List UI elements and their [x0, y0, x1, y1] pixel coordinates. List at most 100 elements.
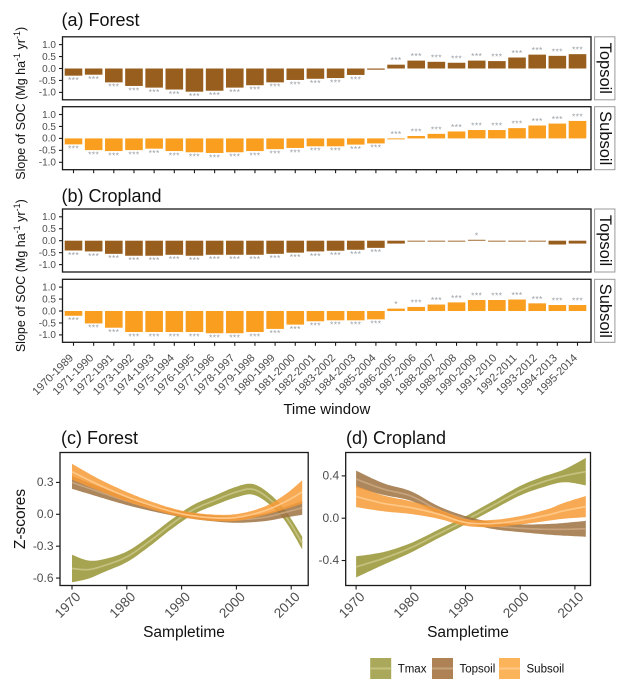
- svg-text:Topsoil: Topsoil: [460, 664, 496, 676]
- svg-text:***: ***: [552, 296, 563, 306]
- svg-text:***: ***: [532, 294, 543, 304]
- svg-text:-0.5: -0.5: [39, 318, 57, 329]
- svg-text:0.0: 0.0: [42, 306, 56, 317]
- svg-text:1.0: 1.0: [42, 40, 56, 51]
- svg-text:***: ***: [209, 333, 220, 343]
- svg-text:***: ***: [169, 331, 180, 341]
- svg-text:***: ***: [128, 149, 139, 159]
- svg-text:***: ***: [370, 319, 381, 329]
- svg-text:***: ***: [411, 297, 422, 307]
- svg-text:***: ***: [169, 254, 180, 264]
- svg-text:***: ***: [189, 152, 200, 162]
- svg-text:-0.4: -0.4: [319, 553, 340, 567]
- svg-text:Z-scores: Z-scores: [12, 489, 29, 550]
- svg-text:***: ***: [411, 127, 422, 137]
- svg-text:***: ***: [108, 82, 119, 92]
- svg-text:***: ***: [572, 111, 583, 121]
- svg-text:***: ***: [511, 48, 522, 58]
- svg-text:0.5: 0.5: [42, 294, 56, 305]
- svg-text:***: ***: [390, 129, 401, 139]
- svg-text:***: ***: [68, 250, 79, 260]
- svg-text:***: ***: [330, 320, 341, 330]
- svg-text:-1.0: -1.0: [39, 158, 57, 169]
- svg-text:*: *: [394, 299, 398, 309]
- svg-text:***: ***: [249, 331, 260, 341]
- svg-text:-0.3: -0.3: [33, 539, 54, 553]
- svg-text:0.0: 0.0: [42, 236, 56, 247]
- svg-text:***: ***: [189, 91, 200, 101]
- svg-text:***: ***: [88, 149, 99, 159]
- svg-text:Tmax: Tmax: [398, 664, 427, 676]
- svg-text:***: ***: [532, 116, 543, 126]
- svg-text:***: ***: [511, 290, 522, 300]
- svg-text:***: ***: [149, 255, 160, 265]
- svg-text:***: ***: [511, 119, 522, 129]
- svg-text:***: ***: [290, 324, 301, 334]
- svg-text:***: ***: [451, 293, 462, 303]
- svg-text:(d) Cropland: (d) Cropland: [346, 428, 446, 448]
- svg-text:Topsoil: Topsoil: [596, 215, 614, 266]
- svg-text:0.4: 0.4: [323, 469, 340, 483]
- svg-text:***: ***: [88, 251, 99, 261]
- svg-text:***: ***: [229, 254, 240, 264]
- svg-text:-0.6: -0.6: [33, 571, 54, 585]
- svg-text:Topsoil: Topsoil: [596, 43, 614, 94]
- svg-text:***: ***: [451, 122, 462, 132]
- svg-text:0.0: 0.0: [37, 507, 54, 521]
- svg-text:***: ***: [249, 150, 260, 160]
- svg-text:***: ***: [350, 249, 361, 259]
- svg-text:***: ***: [108, 150, 119, 160]
- svg-text:***: ***: [108, 253, 119, 263]
- svg-text:Slope of SOC (Mg ha-1 yr-1): Slope of SOC (Mg ha-1 yr-1): [12, 199, 28, 352]
- svg-text:Subsoil: Subsoil: [596, 111, 614, 165]
- svg-text:***: ***: [330, 77, 341, 87]
- svg-text:0.0: 0.0: [42, 134, 56, 145]
- svg-text:-0.5: -0.5: [39, 76, 57, 87]
- svg-text:***: ***: [209, 254, 220, 264]
- svg-text:***: ***: [149, 331, 160, 341]
- svg-text:***: ***: [149, 148, 160, 158]
- svg-text:***: ***: [431, 295, 442, 305]
- svg-text:***: ***: [552, 114, 563, 124]
- svg-text:***: ***: [471, 51, 482, 61]
- svg-text:***: ***: [350, 74, 361, 84]
- svg-text:*: *: [475, 230, 479, 240]
- svg-text:***: ***: [431, 124, 442, 134]
- svg-text:***: ***: [128, 255, 139, 265]
- svg-text:***: ***: [270, 328, 281, 338]
- svg-text:***: ***: [491, 291, 502, 301]
- svg-text:(b) Cropland: (b) Cropland: [62, 186, 162, 206]
- svg-text:0.0: 0.0: [42, 64, 56, 75]
- svg-text:***: ***: [532, 45, 543, 55]
- svg-text:***: ***: [350, 144, 361, 154]
- svg-text:Time window: Time window: [283, 401, 370, 418]
- svg-text:***: ***: [471, 121, 482, 131]
- svg-text:***: ***: [68, 75, 79, 85]
- svg-text:***: ***: [189, 255, 200, 265]
- svg-text:***: ***: [149, 87, 160, 97]
- svg-text:0.0: 0.0: [323, 511, 340, 525]
- svg-text:***: ***: [451, 53, 462, 63]
- svg-text:0.3: 0.3: [37, 475, 54, 489]
- svg-text:***: ***: [189, 331, 200, 341]
- svg-text:***: ***: [411, 51, 422, 61]
- svg-text:0.5: 0.5: [42, 52, 56, 63]
- svg-text:***: ***: [108, 327, 119, 337]
- svg-text:***: ***: [572, 45, 583, 55]
- svg-text:-1.0: -1.0: [39, 88, 57, 99]
- svg-text:1.0: 1.0: [42, 110, 56, 121]
- svg-text:***: ***: [169, 89, 180, 99]
- svg-text:Slope of SOC (Mg ha-1 yr-1): Slope of SOC (Mg ha-1 yr-1): [12, 27, 28, 180]
- svg-text:-0.5: -0.5: [39, 248, 57, 259]
- svg-text:***: ***: [330, 250, 341, 260]
- svg-text:***: ***: [169, 150, 180, 160]
- svg-text:-1.0: -1.0: [39, 260, 57, 271]
- svg-text:(a) Forest: (a) Forest: [62, 10, 140, 30]
- svg-text:(c) Forest: (c) Forest: [61, 428, 138, 448]
- svg-text:***: ***: [370, 143, 381, 153]
- svg-text:***: ***: [68, 144, 79, 154]
- svg-text:***: ***: [249, 85, 260, 95]
- svg-text:***: ***: [310, 78, 321, 88]
- svg-text:***: ***: [572, 296, 583, 306]
- svg-text:1.0: 1.0: [42, 212, 56, 223]
